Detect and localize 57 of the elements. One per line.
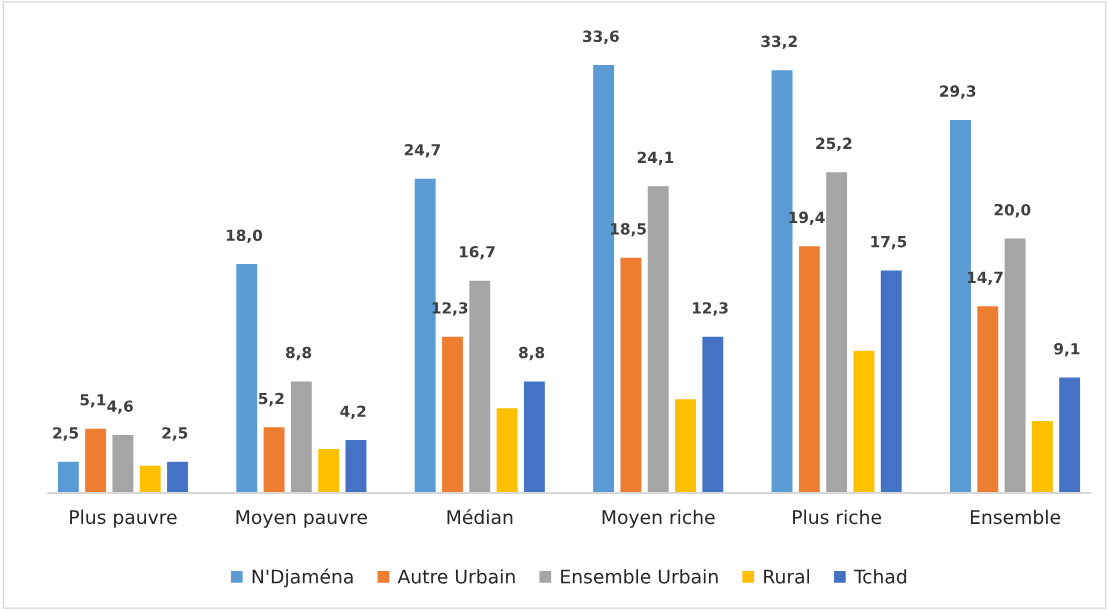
data-label: 24,7: [404, 143, 441, 158]
legend-label: Tchad: [853, 569, 907, 584]
bar: [83, 427, 108, 493]
bar: [289, 380, 314, 493]
bar: [700, 335, 725, 493]
data-label: 5,2: [258, 392, 284, 407]
x-tick-label: Plus pauvre: [70, 509, 177, 528]
data-label: 12,3: [692, 302, 728, 316]
bar: [1003, 237, 1027, 493]
bar: [262, 425, 286, 493]
bar: [852, 349, 876, 493]
x-tick-label: Plus riche: [793, 509, 882, 525]
bar: [522, 380, 547, 493]
data-label: 2,5: [162, 427, 188, 441]
data-label: 33,6: [583, 30, 619, 44]
x-tick-label: Moyen pauvre: [236, 510, 368, 528]
data-label: 4,2: [340, 405, 366, 419]
x-tick-label: Ensemble: [970, 509, 1061, 525]
data-label: 16,7: [459, 246, 495, 260]
bar: [673, 397, 698, 493]
data-label: 25,2: [816, 137, 852, 152]
legend-label: Autre Urbain: [397, 569, 515, 584]
data-label: 24,1: [637, 151, 674, 166]
bar: [344, 438, 368, 493]
bar: [495, 406, 519, 493]
bar: [56, 460, 81, 493]
bar: [975, 304, 1000, 493]
bar: [440, 335, 465, 493]
bar: [1057, 376, 1082, 493]
data-label: 33,2: [761, 35, 797, 50]
data-label: 2,5: [53, 427, 79, 441]
bar: [165, 460, 190, 493]
bar: [111, 433, 135, 493]
bar: [316, 447, 341, 493]
data-label: 4,6: [107, 400, 133, 414]
bar: [879, 269, 904, 493]
data-label: 20,0: [994, 203, 1031, 218]
data-label: 5,1: [80, 394, 106, 408]
bar: [797, 244, 822, 493]
data-label: 8,8: [285, 346, 312, 361]
data-label: 18,0: [226, 229, 263, 243]
data-label: 8,8: [519, 346, 545, 361]
bar: [1030, 419, 1055, 493]
legend-label: Ensemble Urbain: [561, 569, 718, 584]
data-label: 9,1: [1054, 342, 1080, 357]
bar: [619, 256, 643, 493]
bar: [138, 464, 163, 493]
data-label: 29,3: [940, 85, 976, 99]
x-tick-label: Moyen riche: [602, 509, 715, 528]
data-label: 17,5: [871, 236, 907, 250]
bar: [234, 262, 259, 493]
legend-label: N'Djaména: [252, 568, 353, 588]
bar: [824, 170, 849, 493]
bar: [467, 279, 492, 493]
bar: [646, 184, 671, 493]
x-tick-label: Médian: [447, 508, 513, 525]
legend-label: Rural: [764, 569, 810, 584]
